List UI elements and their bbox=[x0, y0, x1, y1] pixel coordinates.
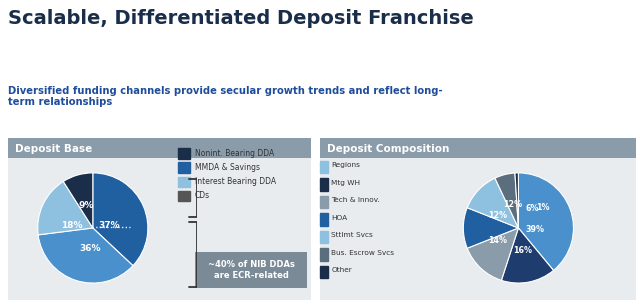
Wedge shape bbox=[467, 178, 518, 228]
Text: Mtg WH: Mtg WH bbox=[332, 180, 360, 186]
Text: CDs: CDs bbox=[195, 192, 210, 200]
Text: Deposit Composition: Deposit Composition bbox=[327, 144, 449, 154]
Text: Diversified funding channels provide secular growth trends and reflect long-
ter: Diversified funding channels provide sec… bbox=[8, 86, 443, 107]
Text: MMDA & Savings: MMDA & Savings bbox=[195, 163, 260, 172]
Wedge shape bbox=[495, 173, 518, 228]
Text: 37%: 37% bbox=[99, 221, 120, 230]
Wedge shape bbox=[93, 173, 148, 266]
Text: Interest Bearing DDA: Interest Bearing DDA bbox=[195, 177, 276, 186]
Text: Other: Other bbox=[332, 267, 352, 273]
Text: Bus. Escrow Svcs: Bus. Escrow Svcs bbox=[332, 250, 394, 256]
Bar bbox=[178, 177, 190, 187]
Text: ~40% of NIB DDAs
are ECR-related: ~40% of NIB DDAs are ECR-related bbox=[208, 260, 294, 280]
Bar bbox=[320, 196, 328, 208]
Text: Sttlmt Svcs: Sttlmt Svcs bbox=[332, 232, 373, 238]
Text: HOA: HOA bbox=[332, 215, 348, 221]
Bar bbox=[320, 178, 328, 191]
Text: 39%: 39% bbox=[525, 225, 545, 233]
Text: 14%: 14% bbox=[488, 236, 507, 244]
Text: Regions: Regions bbox=[332, 162, 360, 168]
Text: 36%: 36% bbox=[79, 244, 100, 253]
Wedge shape bbox=[518, 173, 573, 271]
Text: 12%: 12% bbox=[488, 211, 507, 220]
Text: 6%: 6% bbox=[526, 203, 540, 213]
Bar bbox=[320, 231, 328, 243]
Wedge shape bbox=[501, 228, 554, 283]
Bar bbox=[320, 214, 328, 226]
Text: 16%: 16% bbox=[513, 245, 532, 255]
Text: Tech & Innov.: Tech & Innov. bbox=[332, 197, 380, 203]
Wedge shape bbox=[463, 208, 518, 248]
Text: Scalable, Differentiated Deposit Franchise: Scalable, Differentiated Deposit Franchi… bbox=[8, 9, 474, 28]
Text: 1%: 1% bbox=[536, 203, 549, 211]
Text: Nonint. Bearing DDA: Nonint. Bearing DDA bbox=[195, 148, 274, 158]
Bar bbox=[178, 162, 190, 173]
Wedge shape bbox=[38, 228, 133, 283]
Wedge shape bbox=[63, 173, 93, 228]
Bar bbox=[320, 248, 328, 261]
Text: Deposit Base: Deposit Base bbox=[15, 144, 92, 154]
Wedge shape bbox=[38, 181, 93, 235]
Text: 9%: 9% bbox=[79, 201, 94, 211]
Bar bbox=[178, 148, 190, 159]
Wedge shape bbox=[467, 228, 518, 280]
Wedge shape bbox=[515, 173, 518, 228]
Text: 12%: 12% bbox=[503, 200, 522, 209]
Bar bbox=[178, 191, 190, 201]
Bar bbox=[320, 161, 328, 173]
Bar bbox=[320, 266, 328, 278]
Text: 18%: 18% bbox=[61, 221, 83, 230]
